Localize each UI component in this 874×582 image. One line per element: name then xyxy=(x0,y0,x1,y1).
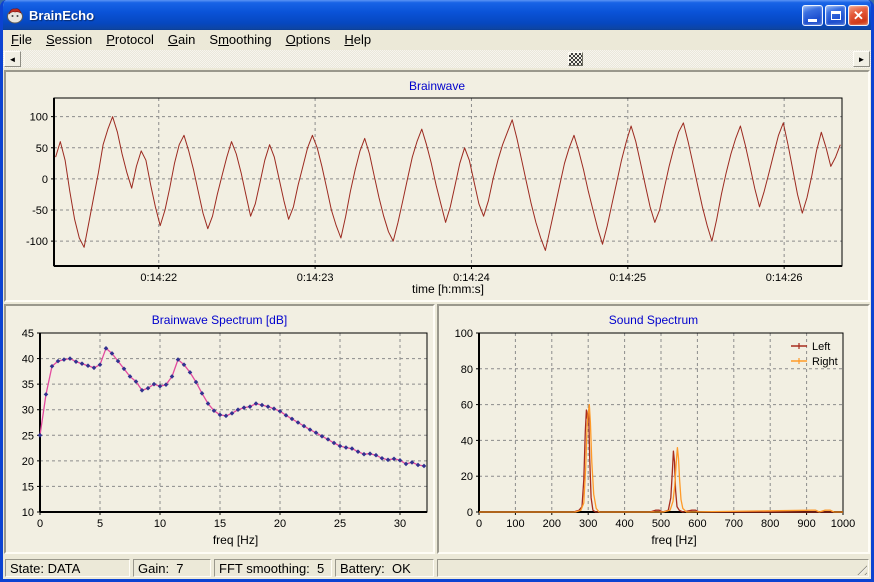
brainwave-chart: 0:14:22 0:14:23 0:14:24 0:14:25 0:14:26 100 50… xyxy=(26,97,843,284)
tick-label: 80 xyxy=(461,364,473,376)
window-title: BrainEcho xyxy=(29,7,95,23)
tick-label: 20 xyxy=(22,456,34,468)
tick-label: 100 xyxy=(30,112,48,124)
tick-label: 20 xyxy=(461,471,473,483)
tick-label: -100 xyxy=(26,236,48,248)
tick-label: 30 xyxy=(394,518,406,530)
tick-label: 0 xyxy=(42,174,48,186)
tick-label: 0:14:23 xyxy=(297,272,334,284)
tick-label: 300 xyxy=(579,518,597,530)
tick-label: Left xyxy=(812,341,830,353)
menu-session[interactable]: Session xyxy=(45,32,93,47)
minimize-icon xyxy=(808,18,817,22)
sound-spectrum-x-axis-label: freq [Hz] xyxy=(651,533,697,547)
tick-label: 15 xyxy=(22,481,34,493)
brainwave-spectrum-x-axis-label: freq [Hz] xyxy=(212,533,259,547)
brainwave-x-axis-label: time [h:mm:s] xyxy=(411,282,484,296)
tick-label: 20 xyxy=(274,518,286,530)
menu-options[interactable]: Options xyxy=(285,32,331,47)
statusbar: State: DATA Gain: 7 FFT smoothing: 5 Bat… xyxy=(3,557,871,579)
tick-label: 0:14:22 xyxy=(140,272,177,284)
maximize-button[interactable] xyxy=(825,4,846,26)
tick-label: 40 xyxy=(22,354,34,366)
tick-label: 10 xyxy=(22,507,34,519)
tick-label: 100 xyxy=(506,518,524,530)
brainwave-spectrum-title: Brainwave Spectrum [dB] xyxy=(151,313,288,327)
menu-protocol[interactable]: Protocol xyxy=(106,32,154,47)
tick-label: 5 xyxy=(97,518,103,530)
tick-label: 10 xyxy=(154,518,166,530)
status-fft-smoothing: FFT smoothing: 5 xyxy=(214,559,332,577)
horizontal-scrollbar[interactable]: ◄ ► xyxy=(3,49,871,68)
tick-label: 1000 xyxy=(831,518,855,530)
sound-spectrum-panel: Sound Spectrum 0 100 200 300 400 500 600 700 800… xyxy=(437,304,870,554)
tick-label: 50 xyxy=(36,143,48,155)
tick-label: 15 xyxy=(214,518,226,530)
scrollbar-thumb[interactable] xyxy=(568,52,583,66)
status-battery: Battery: OK xyxy=(335,559,434,577)
tick-label: 100 xyxy=(455,328,473,340)
tick-label: 25 xyxy=(22,430,34,442)
tick-label: 60 xyxy=(461,400,473,412)
menubar: File Session Protocol Gain Smoothing Opt… xyxy=(3,30,871,49)
tick-label: 500 xyxy=(652,518,670,530)
menu-smoothing[interactable]: Smoothing xyxy=(209,32,272,47)
resize-grip[interactable] xyxy=(855,563,867,575)
minimize-button[interactable] xyxy=(802,4,823,26)
titlebar[interactable]: BrainEcho ✕ xyxy=(3,0,871,30)
menu-help[interactable]: Help xyxy=(344,32,372,47)
scroll-left-arrow-icon[interactable]: ◄ xyxy=(4,51,21,67)
brainwave-spectrum-panel: Brainwave Spectrum [dB] 0 5 10 15 20 25 30 10 15… xyxy=(4,304,435,554)
brainwave-spectrum-chart: 0 5 10 15 20 25 30 10 15 20 25 30 35 40 45 xyxy=(22,328,428,530)
tick-label: -50 xyxy=(32,205,48,217)
tick-label: 200 xyxy=(543,518,561,530)
brainwave-chart-panel: Brainwave 0:14:22 0:14:23 0:14:24 0:14:25 0:… xyxy=(4,70,870,302)
tick-label: 0:14:26 xyxy=(766,272,803,284)
menu-gain[interactable]: Gain xyxy=(167,32,196,47)
tick-label: 0 xyxy=(37,518,43,530)
scroll-right-arrow-icon[interactable]: ► xyxy=(853,51,870,67)
tick-label: Right xyxy=(812,356,838,368)
tick-label: 900 xyxy=(797,518,815,530)
tick-label: 30 xyxy=(22,405,34,417)
tick-label: 700 xyxy=(725,518,743,530)
close-icon: ✕ xyxy=(853,7,864,23)
tick-label: 0 xyxy=(476,518,482,530)
tick-label: 800 xyxy=(761,518,779,530)
tick-label: 25 xyxy=(334,518,346,530)
status-filler xyxy=(437,559,869,577)
tick-label: 45 xyxy=(22,328,34,340)
status-gain: Gain: 7 xyxy=(133,559,211,577)
tick-label: 0:14:24 xyxy=(453,272,490,284)
sound-spectrum-title: Sound Spectrum xyxy=(608,313,699,327)
menu-file[interactable]: File xyxy=(11,32,32,47)
tick-label: 600 xyxy=(688,518,706,530)
tick-label: 40 xyxy=(461,435,473,447)
tick-label: 400 xyxy=(615,518,633,530)
sound-spectrum-chart: 0 100 200 300 400 500 600 700 800 900 1000 0 20 40 60 8… xyxy=(455,328,856,530)
brain-app-icon xyxy=(7,8,23,24)
status-state: State: DATA xyxy=(5,559,130,577)
brainwave-chart-title: Brainwave xyxy=(408,79,466,93)
maximize-icon xyxy=(830,10,841,20)
tick-label: 0:14:25 xyxy=(609,272,646,284)
close-button[interactable]: ✕ xyxy=(848,4,869,26)
tick-label: 0 xyxy=(467,507,473,519)
tick-label: 35 xyxy=(22,379,34,391)
